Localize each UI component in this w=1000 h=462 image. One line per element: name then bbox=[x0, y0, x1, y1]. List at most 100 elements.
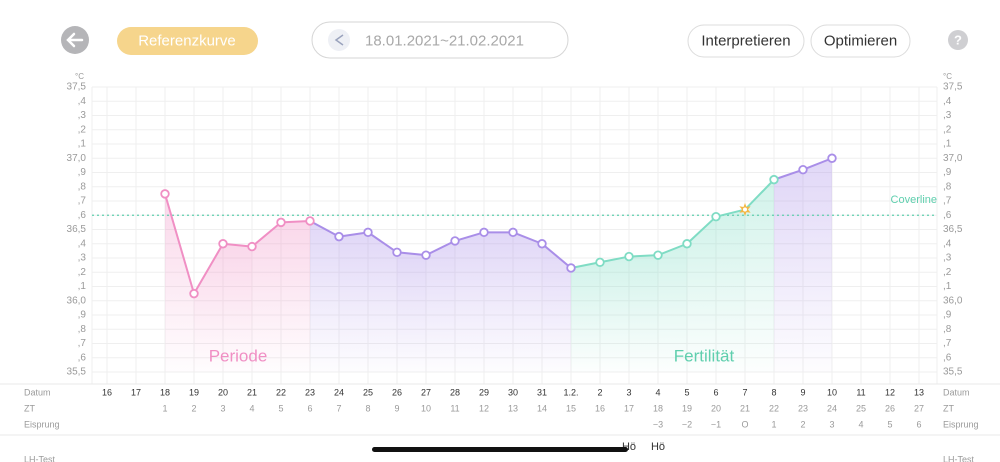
area bbox=[194, 243, 223, 372]
reference-button[interactable] bbox=[117, 27, 258, 55]
cycle-day: 20 bbox=[711, 403, 721, 413]
line-segment bbox=[309, 220, 340, 238]
y-tick-label: 37,5 bbox=[67, 82, 87, 93]
date-label: 1.2. bbox=[563, 387, 578, 397]
y-tick-label: ,1 bbox=[78, 281, 87, 292]
date-label: 13 bbox=[914, 387, 924, 397]
line-segment bbox=[338, 231, 369, 238]
row-label: Datum bbox=[24, 387, 51, 397]
unit-right: °C bbox=[943, 72, 952, 81]
cycle-day: 10 bbox=[421, 403, 431, 413]
y-tick-label: ,3 bbox=[78, 253, 87, 264]
ovulation-day: O bbox=[741, 419, 748, 429]
y-tick-label: ,4 bbox=[78, 96, 87, 107]
line-segment bbox=[715, 208, 746, 218]
ovulation-day: 5 bbox=[887, 419, 892, 429]
ovulation-day: 1 bbox=[771, 419, 776, 429]
interpret-label: Interpretieren bbox=[701, 32, 790, 49]
date-label: 10 bbox=[827, 387, 837, 397]
y-tick-label-right: ,6 bbox=[943, 210, 952, 221]
cycle-day: 5 bbox=[278, 403, 283, 413]
coverline-label: Coverline bbox=[891, 194, 937, 206]
date-label: 28 bbox=[450, 387, 460, 397]
y-tick-label-right: 35,5 bbox=[943, 367, 963, 378]
date-range-pill[interactable] bbox=[311, 21, 569, 59]
reference-label: Referenzkurve bbox=[138, 32, 236, 49]
area bbox=[716, 209, 745, 372]
ovulation-day: 3 bbox=[829, 419, 834, 429]
point bbox=[653, 250, 663, 260]
optimize-button[interactable] bbox=[810, 24, 911, 58]
y-tick-label-right: ,4 bbox=[943, 238, 952, 249]
phase-label: Periode bbox=[209, 346, 268, 365]
mucus-label: Hö bbox=[651, 441, 665, 453]
area bbox=[484, 232, 513, 372]
y-tick-label: ,7 bbox=[78, 338, 87, 349]
help-button[interactable] bbox=[948, 30, 968, 50]
area bbox=[600, 256, 629, 372]
cycle-day: 26 bbox=[885, 403, 895, 413]
row-label-right: ZT bbox=[943, 403, 954, 413]
date-label: 30 bbox=[508, 387, 518, 397]
ovulation-day: 6 bbox=[916, 419, 921, 429]
interpret-button[interactable] bbox=[687, 24, 805, 58]
y-tick-label-right: ,7 bbox=[943, 338, 952, 349]
y-tick-label: ,6 bbox=[78, 352, 87, 363]
row-label-right: Eisprung bbox=[943, 419, 979, 429]
y-tick-label: 36,5 bbox=[67, 224, 87, 235]
y-tick-label-right: ,9 bbox=[943, 167, 952, 178]
y-tick-label: ,6 bbox=[78, 210, 87, 221]
chart: 35,5 35,5 ,6 ,6 ,7 ,7 ,8 ,8 ,9 ,9 36,0 36,0 ,1 ,1 ,2 ,2… bbox=[0, 82, 1000, 462]
point bbox=[160, 189, 170, 199]
area bbox=[513, 232, 542, 372]
area bbox=[774, 169, 803, 372]
cycle-day: 9 bbox=[394, 403, 399, 413]
cycle-day: 15 bbox=[566, 403, 576, 413]
date-label: 20 bbox=[218, 387, 228, 397]
area bbox=[281, 220, 310, 372]
y-tick-label: 35,5 bbox=[67, 367, 87, 378]
area bbox=[571, 262, 600, 372]
ovulation-day: −1 bbox=[711, 419, 721, 429]
line-segment bbox=[222, 242, 253, 248]
cycle-day: 23 bbox=[798, 403, 808, 413]
date-label: 8 bbox=[771, 387, 776, 397]
date-label: 19 bbox=[189, 387, 199, 397]
date-label: 5 bbox=[684, 387, 689, 397]
y-tick-label: ,2 bbox=[78, 124, 87, 135]
y-tick-label-right: ,1 bbox=[943, 139, 952, 150]
back-button[interactable] bbox=[61, 26, 89, 54]
y-tick-label: ,3 bbox=[78, 110, 87, 121]
point bbox=[334, 231, 344, 242]
y-tick-label-right: ,8 bbox=[943, 181, 952, 192]
y-tick-label-right: 37,0 bbox=[943, 153, 963, 164]
y-tick-label: ,9 bbox=[78, 310, 87, 321]
y-tick-label-right: 36,5 bbox=[943, 224, 963, 235]
cycle-day: 24 bbox=[827, 403, 837, 413]
date-label: 6 bbox=[713, 387, 718, 397]
y-tick-label-right: ,8 bbox=[943, 324, 952, 335]
point bbox=[421, 250, 431, 260]
date-label: 25 bbox=[363, 387, 373, 397]
y-tick-label: ,8 bbox=[78, 324, 87, 335]
cycle-day: 13 bbox=[508, 403, 518, 413]
row-label: Eisprung bbox=[24, 419, 60, 429]
point bbox=[711, 211, 721, 222]
point bbox=[566, 263, 576, 273]
row-label: ZT bbox=[24, 403, 35, 413]
ovulation-day: −3 bbox=[653, 419, 663, 429]
cycle-day: 3 bbox=[220, 403, 225, 413]
area bbox=[223, 243, 252, 372]
area bbox=[368, 232, 397, 372]
point bbox=[189, 288, 199, 299]
cycle-day: 19 bbox=[682, 403, 692, 413]
date-label: 9 bbox=[800, 387, 805, 397]
cycle-day: 7 bbox=[336, 403, 341, 413]
line-segment bbox=[570, 261, 601, 269]
area bbox=[310, 220, 339, 372]
date-label: 11 bbox=[856, 387, 865, 397]
point bbox=[247, 241, 257, 252]
point bbox=[682, 239, 692, 249]
area bbox=[629, 255, 658, 372]
